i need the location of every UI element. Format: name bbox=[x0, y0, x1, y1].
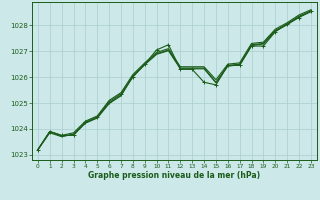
X-axis label: Graphe pression niveau de la mer (hPa): Graphe pression niveau de la mer (hPa) bbox=[88, 171, 260, 180]
